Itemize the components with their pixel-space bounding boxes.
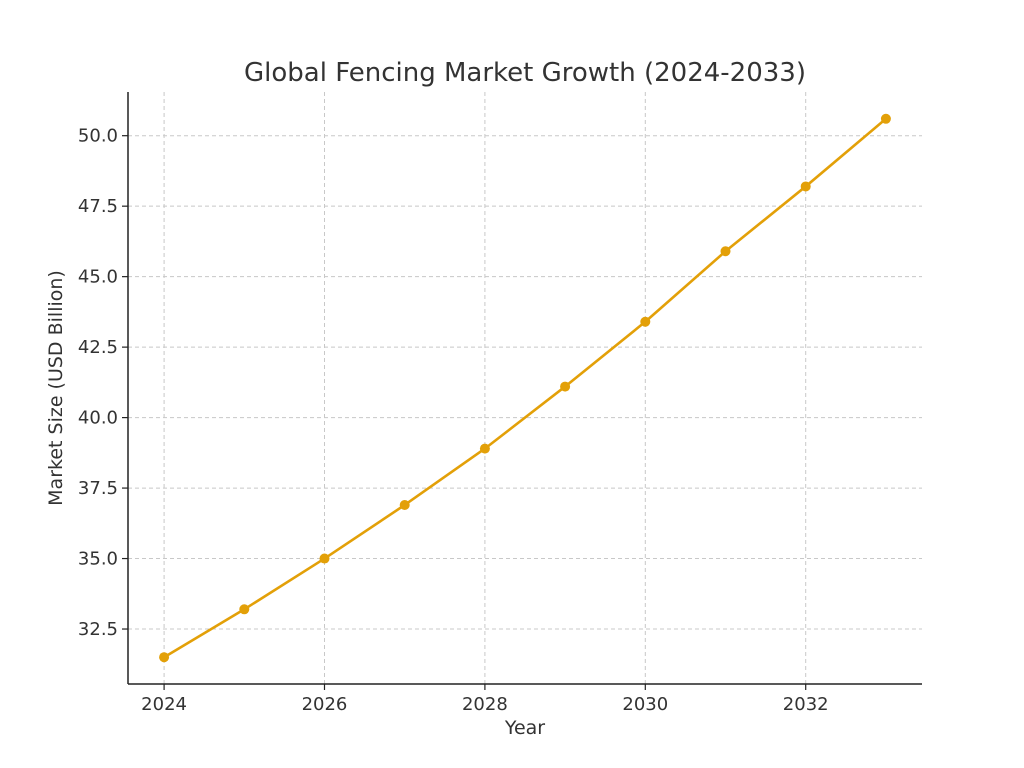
x-axis-label: Year: [504, 717, 545, 739]
y-tick-label: 47.5: [78, 196, 118, 217]
y-tick-label: 42.5: [78, 337, 118, 358]
data-point: [720, 246, 731, 257]
y-tick-label: 32.5: [78, 619, 118, 640]
y-axis-label: Market Size (USD Billion): [45, 270, 67, 506]
data-point: [880, 113, 891, 124]
series-line: [162, 117, 888, 659]
y-tick-label: 40.0: [78, 408, 118, 429]
y-tick-label: 50.0: [78, 126, 118, 147]
data-point: [479, 443, 490, 454]
x-tick-label: 2026: [302, 694, 348, 715]
tick-labels: 32.5 35.0 37.5 40.0 42.5 45.0 47.5 50.0 2024 2026…: [78, 126, 829, 715]
y-tick-label: 45.0: [78, 267, 118, 288]
y-tick-label: 35.0: [78, 549, 118, 570]
axes: [127, 92, 922, 685]
series-layer: [159, 113, 891, 663]
chart-title: Global Fencing Market Growth (2024-2033): [244, 58, 806, 88]
data-point: [239, 604, 250, 615]
data-point: [399, 499, 410, 510]
data-point: [640, 316, 651, 327]
x-tick-label: 2030: [622, 694, 668, 715]
data-point: [560, 381, 571, 392]
x-tick-label: 2024: [141, 694, 187, 715]
x-tick-label: 2032: [783, 694, 829, 715]
grid: [128, 92, 922, 684]
data-point: [159, 652, 170, 663]
x-tick-label: 2028: [462, 694, 508, 715]
data-point: [800, 181, 811, 192]
data-point: [319, 553, 330, 564]
y-tick-label: 37.5: [78, 478, 118, 499]
